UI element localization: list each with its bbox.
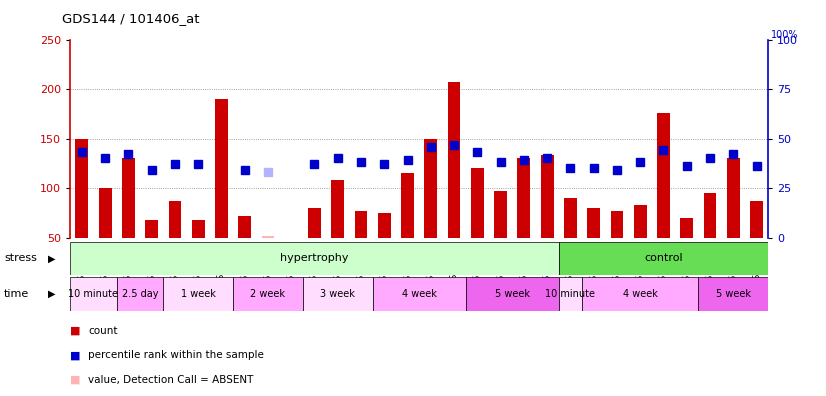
Bar — [466, 277, 559, 311]
Text: ■: ■ — [70, 326, 81, 336]
Bar — [564, 198, 577, 287]
Bar — [750, 201, 763, 287]
Bar — [541, 155, 553, 287]
Bar — [122, 158, 135, 287]
Bar — [657, 113, 670, 287]
Bar — [681, 218, 693, 287]
Bar — [448, 82, 460, 287]
Text: 5 week: 5 week — [716, 289, 751, 299]
Text: 3 week: 3 week — [320, 289, 355, 299]
Text: ■: ■ — [70, 350, 81, 360]
Bar — [401, 173, 414, 287]
Bar — [308, 208, 320, 287]
Bar — [70, 242, 558, 275]
Bar — [331, 180, 344, 287]
Text: percentile rank within the sample: percentile rank within the sample — [88, 350, 264, 360]
Bar — [233, 277, 303, 311]
Bar — [145, 220, 158, 287]
Bar — [587, 208, 600, 287]
Bar — [558, 277, 582, 311]
Bar — [471, 168, 484, 287]
Bar — [99, 188, 112, 287]
Text: ■: ■ — [70, 375, 81, 385]
Text: 2.5 day: 2.5 day — [121, 289, 159, 299]
Bar — [373, 277, 466, 311]
Text: count: count — [88, 326, 118, 336]
Bar — [558, 242, 768, 275]
Bar — [169, 201, 181, 287]
Text: 10 minute: 10 minute — [545, 289, 596, 299]
Text: value, Detection Call = ABSENT: value, Detection Call = ABSENT — [88, 375, 254, 385]
Bar — [70, 277, 116, 311]
Bar — [303, 277, 373, 311]
Bar — [610, 211, 624, 287]
Bar — [192, 220, 205, 287]
Text: time: time — [4, 289, 30, 299]
Bar — [378, 213, 391, 287]
Bar — [164, 277, 233, 311]
Text: GDS144 / 101406_at: GDS144 / 101406_at — [62, 12, 199, 25]
Bar — [582, 277, 699, 311]
Bar — [215, 99, 228, 287]
Bar — [285, 282, 297, 287]
Text: control: control — [644, 253, 683, 263]
Bar — [116, 277, 164, 311]
Text: 5 week: 5 week — [495, 289, 529, 299]
Bar — [699, 277, 768, 311]
Bar — [518, 158, 530, 287]
Bar — [494, 191, 507, 287]
Bar — [727, 158, 739, 287]
Text: ▶: ▶ — [48, 253, 55, 263]
Text: 4 week: 4 week — [623, 289, 657, 299]
Bar — [239, 216, 251, 287]
Bar — [704, 193, 716, 287]
Bar — [354, 211, 368, 287]
Bar — [634, 205, 647, 287]
Text: 1 week: 1 week — [181, 289, 216, 299]
Bar — [425, 139, 437, 287]
Text: stress: stress — [4, 253, 37, 263]
Bar — [75, 139, 88, 287]
Bar — [262, 236, 274, 287]
Text: 100%: 100% — [771, 30, 799, 40]
Text: 4 week: 4 week — [401, 289, 437, 299]
Text: 10 minute: 10 minute — [69, 289, 118, 299]
Text: hypertrophy: hypertrophy — [280, 253, 349, 263]
Text: ▶: ▶ — [48, 289, 55, 299]
Text: 2 week: 2 week — [250, 289, 286, 299]
